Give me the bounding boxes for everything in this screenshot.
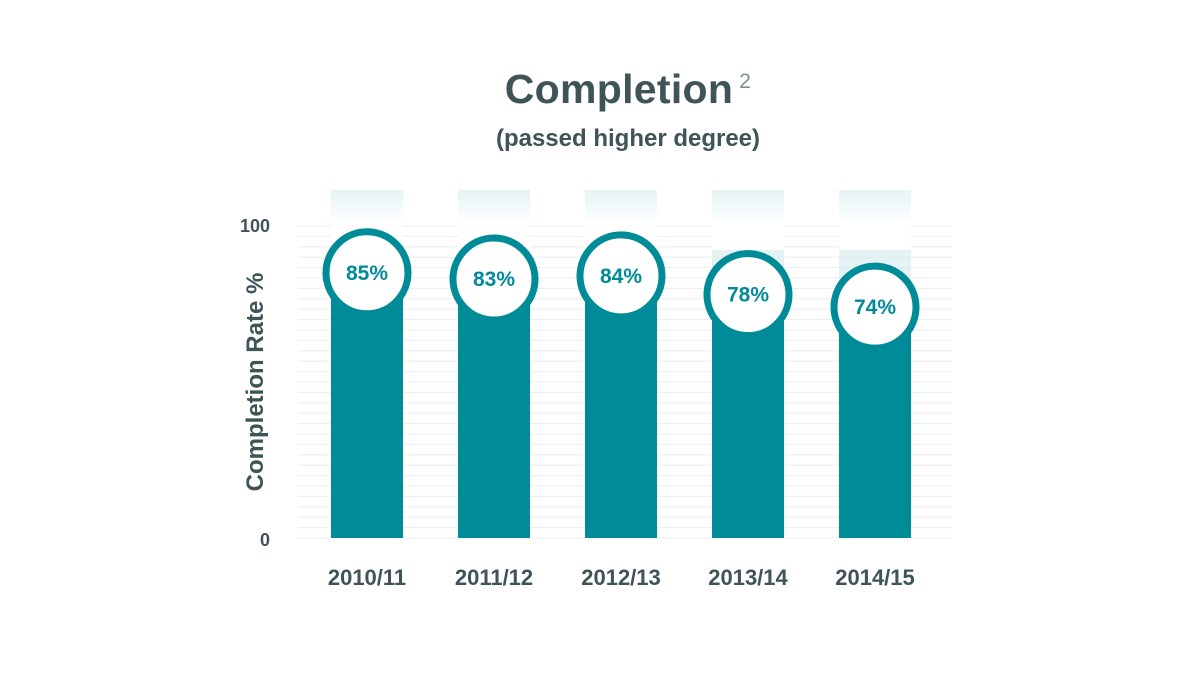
x-tick-label: 2013/14 [708, 565, 788, 590]
x-tick-label: 2010/11 [328, 565, 406, 590]
data-label: 84% [600, 265, 642, 288]
value-markers: 85% 83% 84% 78% 74% [322, 228, 920, 352]
data-label: 74% [854, 296, 896, 319]
x-tick-label: 2014/15 [835, 565, 915, 590]
value-marker-ring [449, 234, 539, 324]
data-label: 78% [727, 284, 769, 307]
value-marker-ring [322, 228, 412, 318]
axis-labels: 2010/11 2011/12 2012/13 2013/14 2014/15 100 0 [240, 216, 915, 590]
x-tick-label: 2011/12 [455, 565, 533, 590]
title-footnote-marker: 2 [739, 70, 752, 93]
chart-title-text: Completion [504, 66, 734, 112]
y-tick-label: 100 [240, 216, 270, 236]
data-label: 83% [473, 268, 515, 291]
x-tick-label: 2012/13 [581, 565, 661, 590]
y-tick-label: 0 [260, 530, 270, 550]
value-marker-ring [576, 231, 666, 321]
bar-background-fade [839, 190, 911, 250]
value-marker-ring [703, 250, 793, 340]
bar-background-fade [712, 190, 784, 250]
value-marker-ring [830, 262, 920, 352]
data-label: 85% [346, 262, 388, 285]
chart-subtitle: (passed higher degree) [495, 125, 761, 152]
chart-title: Completion 2 [0, 66, 1200, 113]
